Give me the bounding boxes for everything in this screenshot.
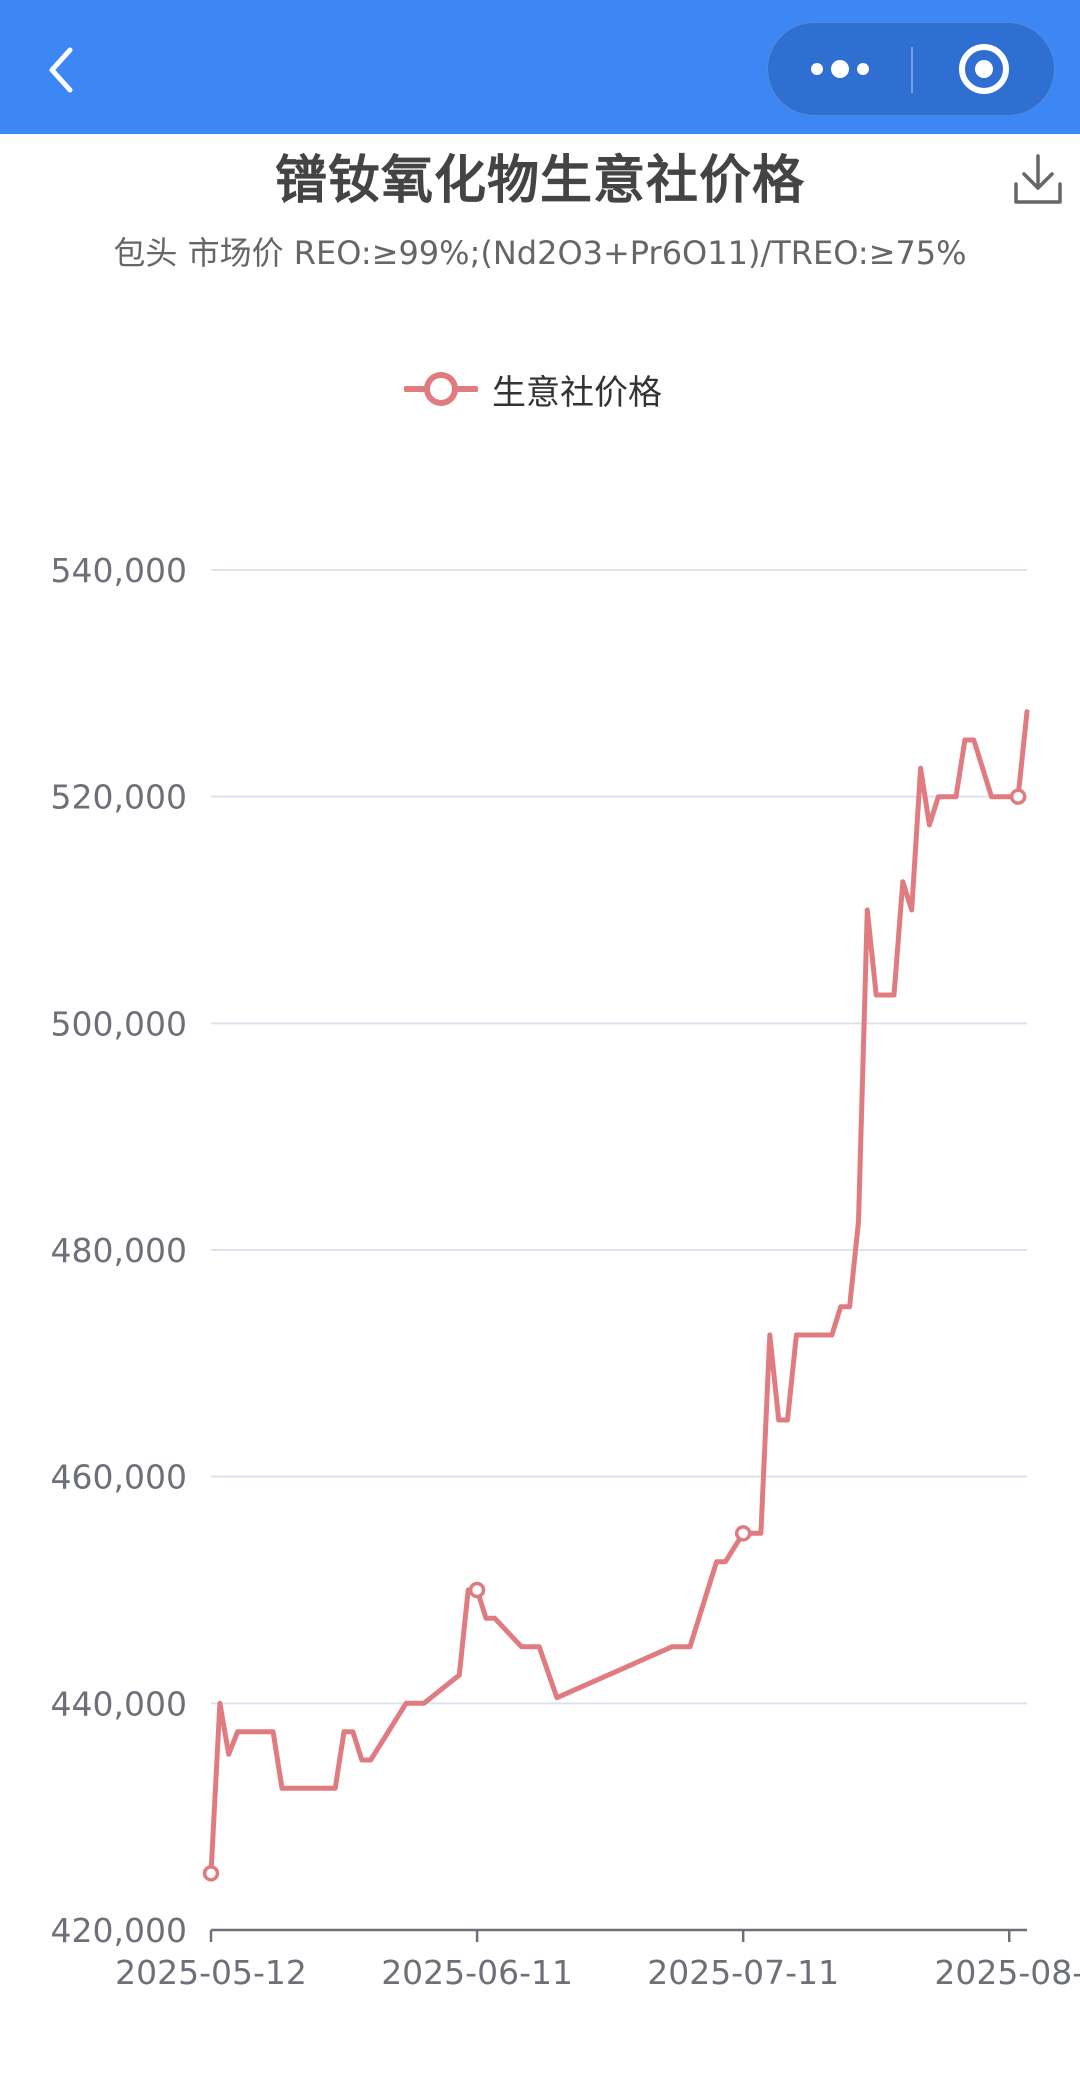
legend-line-marker-icon	[404, 372, 478, 406]
target-circle-icon	[958, 44, 1009, 94]
navigation-bar	[0, 0, 1080, 134]
legend-label: 生意社价格	[492, 372, 662, 413]
y-tick-label: 520,000	[51, 778, 187, 817]
chart-title: 镨钕氧化物生意社价格	[274, 151, 805, 211]
y-tick-label: 460,000	[51, 1458, 187, 1497]
download-button[interactable]	[1012, 152, 1064, 208]
data-point-marker[interactable]	[468, 1581, 486, 1599]
chart-legend[interactable]: 生意社价格	[404, 362, 662, 416]
y-tick-label: 440,000	[51, 1684, 187, 1723]
x-tick-label: 2025-06-11	[381, 1953, 573, 1992]
close-button[interactable]	[913, 23, 1054, 115]
more-button[interactable]	[768, 23, 911, 115]
x-tick-label: 2025-08-	[934, 1953, 1080, 1992]
series-line[interactable]	[208, 709, 1030, 1876]
data-point-marker[interactable]	[1009, 788, 1027, 805]
chart-subtitle: 包头 市场价 REO:≥99%;(Nd2O3+Pr6O11)/TREO:≥75%	[113, 234, 967, 272]
more-dots-icon	[810, 60, 869, 78]
capsule-divider	[911, 47, 913, 93]
back-button[interactable]	[34, 38, 90, 102]
y-tick-label: 540,000	[51, 551, 187, 590]
y-tick-label: 500,000	[51, 1004, 187, 1043]
x-tick-label: 2025-05-12	[115, 1953, 307, 1992]
x-tick-label: 2025-07-11	[647, 1953, 839, 1992]
data-point-marker[interactable]	[202, 1865, 220, 1882]
y-tick-label: 480,000	[51, 1231, 187, 1270]
mini-program-capsule	[767, 22, 1055, 116]
data-point-marker[interactable]	[734, 1525, 752, 1542]
chevron-left-icon	[49, 47, 73, 93]
download-icon	[1014, 154, 1062, 204]
y-tick-label: 420,000	[51, 1911, 187, 1950]
